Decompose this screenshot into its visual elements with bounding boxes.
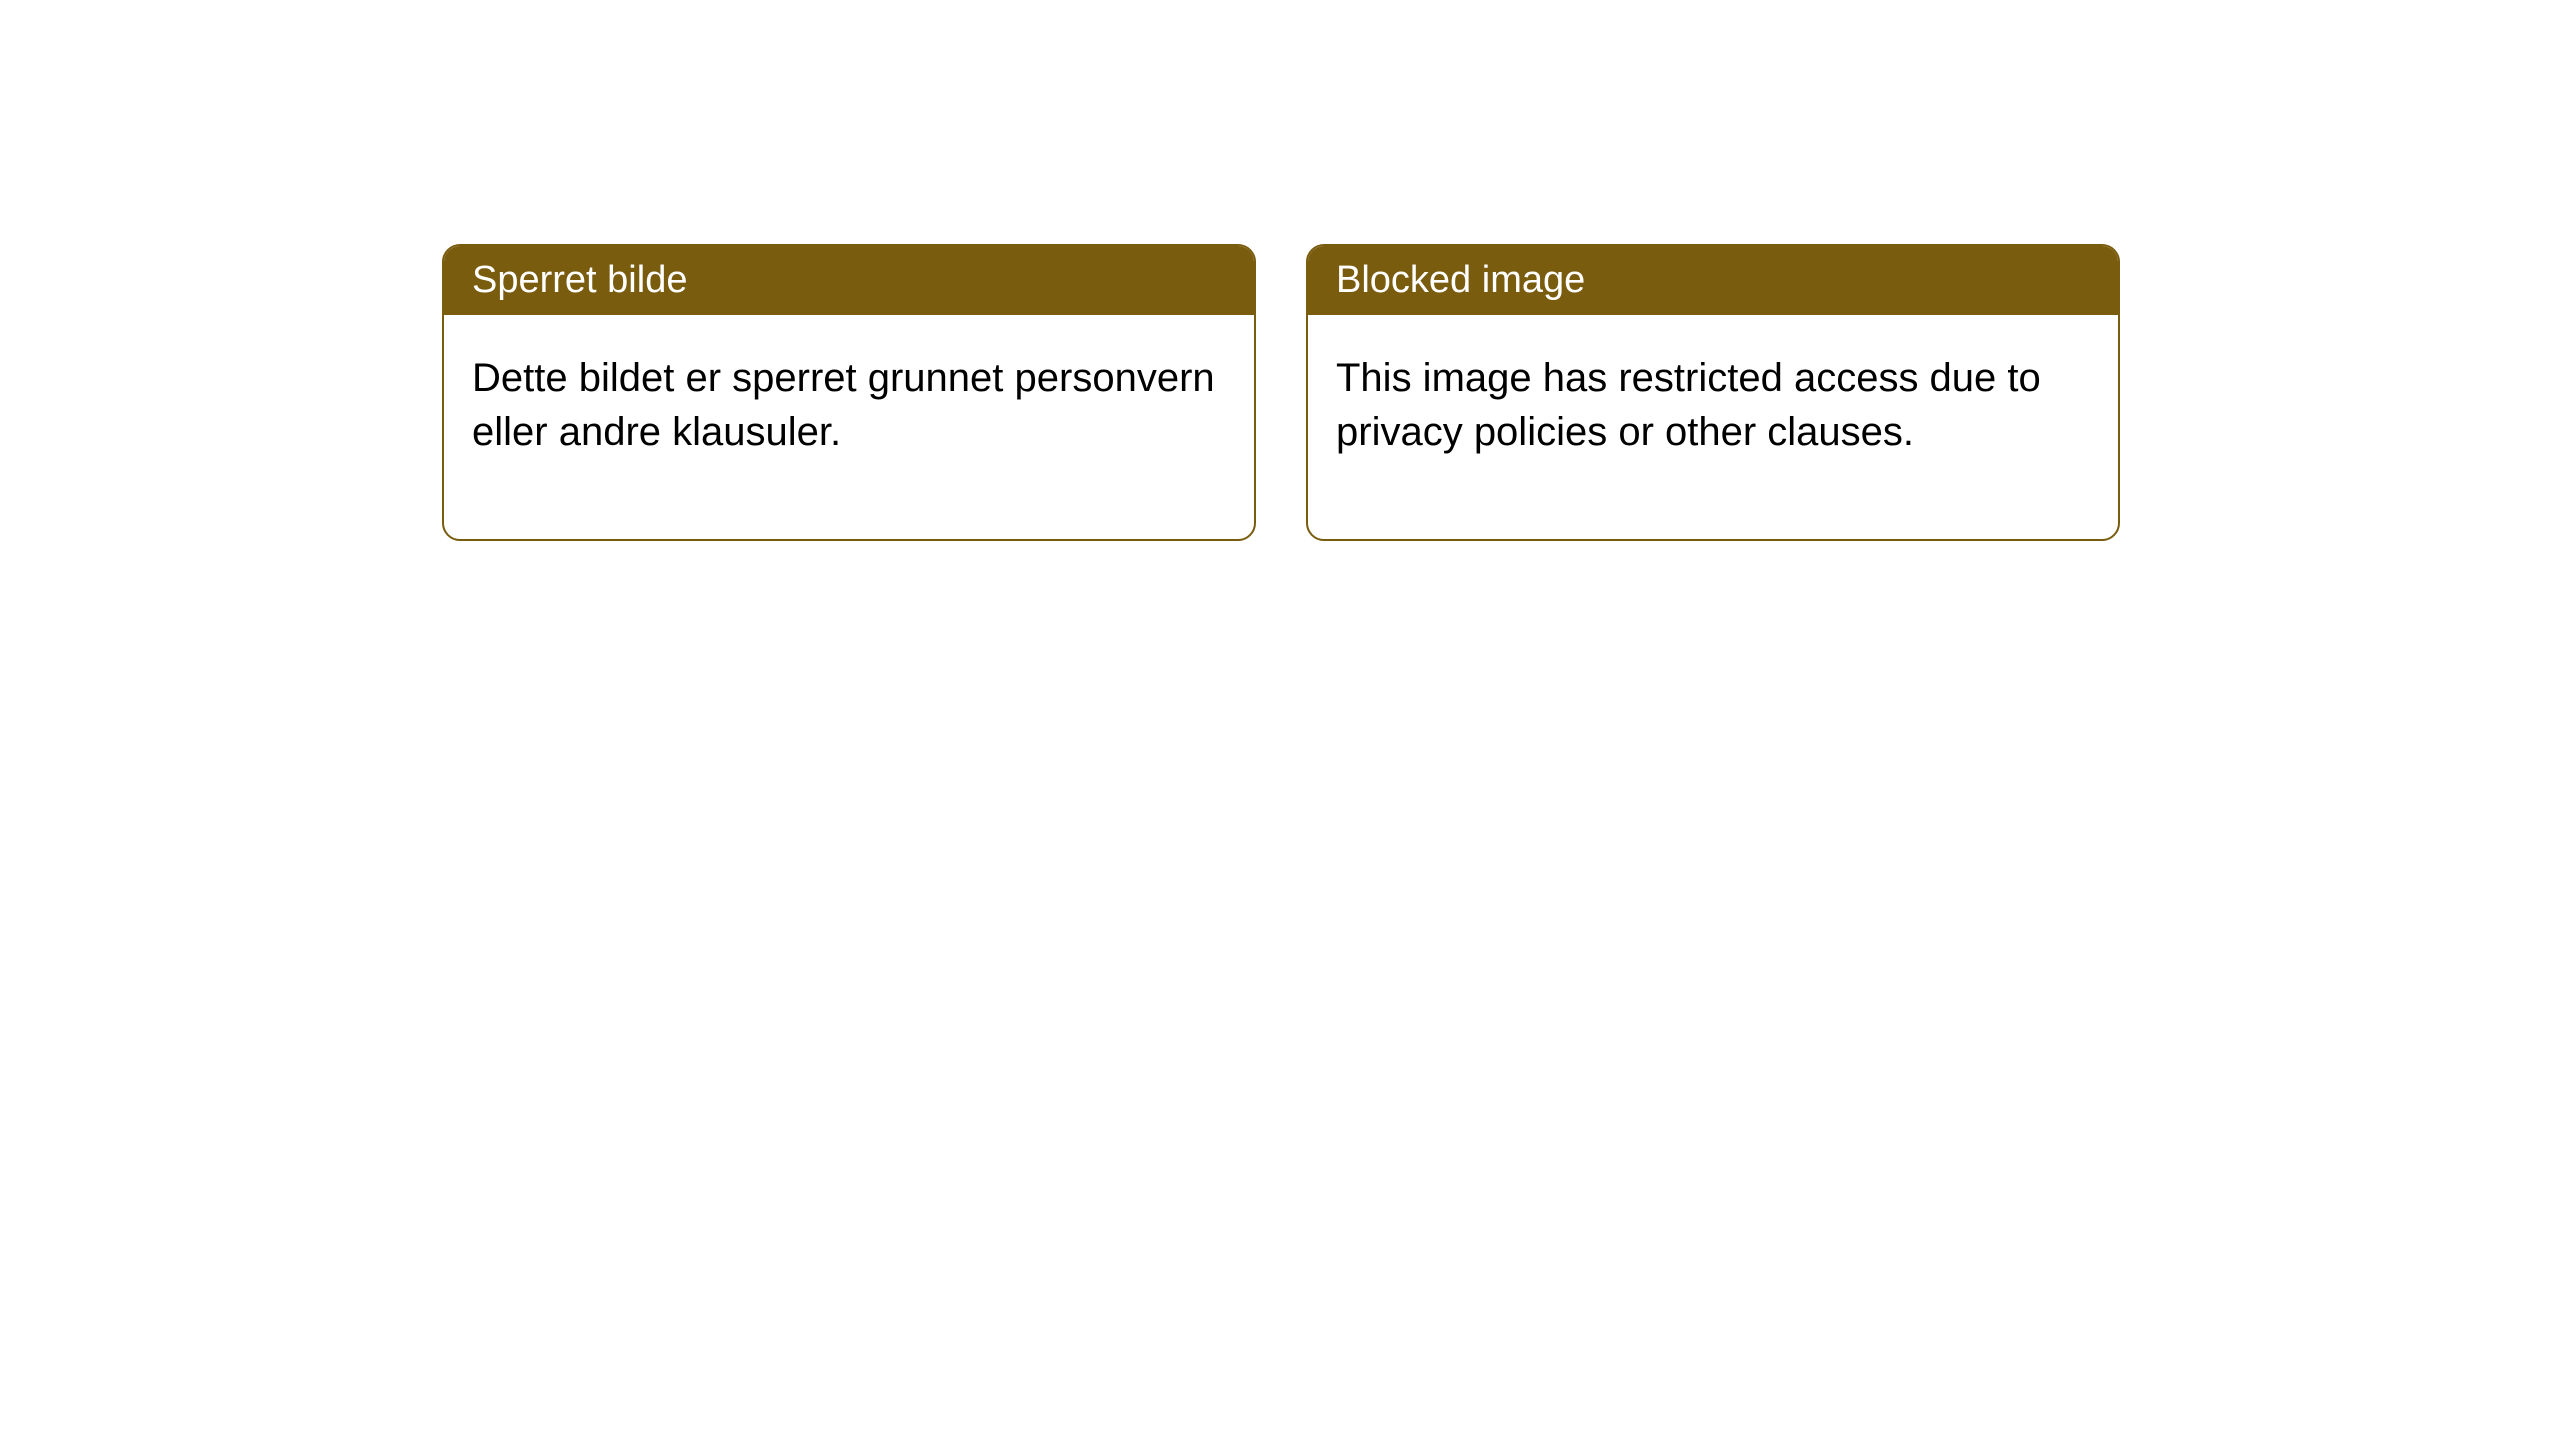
- notice-body: Dette bildet er sperret grunnet personve…: [444, 315, 1254, 539]
- notice-container: Sperret bilde Dette bildet er sperret gr…: [0, 0, 2560, 541]
- notice-header: Sperret bilde: [444, 246, 1254, 315]
- notice-card-english: Blocked image This image has restricted …: [1306, 244, 2120, 541]
- notice-card-norwegian: Sperret bilde Dette bildet er sperret gr…: [442, 244, 1256, 541]
- notice-header: Blocked image: [1308, 246, 2118, 315]
- notice-body: This image has restricted access due to …: [1308, 315, 2118, 539]
